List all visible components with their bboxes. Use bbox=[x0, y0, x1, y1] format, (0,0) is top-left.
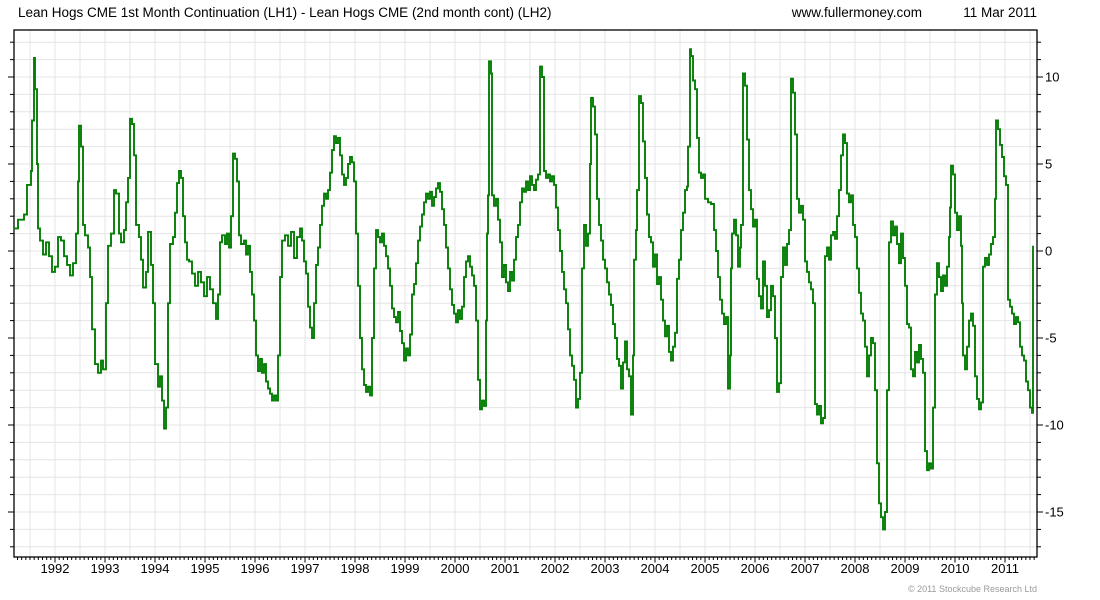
svg-text:2002: 2002 bbox=[541, 561, 570, 576]
svg-text:2008: 2008 bbox=[841, 561, 870, 576]
svg-text:5: 5 bbox=[1045, 157, 1052, 172]
svg-text:2011: 2011 bbox=[991, 561, 1019, 576]
svg-text:2001: 2001 bbox=[491, 561, 520, 576]
x-axis-labels: 1992 1993 1994 1995 1996 1997 1998 1999 2000 2001… bbox=[41, 561, 1019, 576]
svg-text:2009: 2009 bbox=[891, 561, 920, 576]
axis-ticks bbox=[8, 41, 1043, 563]
gridlines bbox=[14, 30, 1037, 557]
plot-border bbox=[13, 29, 1038, 558]
svg-text:1996: 1996 bbox=[241, 561, 270, 576]
svg-text:2004: 2004 bbox=[641, 561, 670, 576]
svg-text:-5: -5 bbox=[1045, 331, 1057, 346]
svg-text:1997: 1997 bbox=[291, 561, 320, 576]
copyright-text: © 2011 Stockcube Research Ltd bbox=[908, 584, 1037, 594]
svg-text:1998: 1998 bbox=[341, 561, 370, 576]
svg-text:2003: 2003 bbox=[591, 561, 620, 576]
svg-text:-15: -15 bbox=[1045, 505, 1064, 520]
spread-line bbox=[14, 48, 1034, 531]
page-title: Lean Hogs CME 1st Month Continuation (LH… bbox=[18, 5, 552, 20]
svg-text:0: 0 bbox=[1045, 244, 1052, 259]
svg-text:2010: 2010 bbox=[941, 561, 970, 576]
svg-text:10: 10 bbox=[1045, 70, 1059, 85]
fullermoney-link: www.fullermoney.com bbox=[791, 5, 922, 20]
svg-text:2006: 2006 bbox=[741, 561, 770, 576]
svg-text:2000: 2000 bbox=[441, 561, 470, 576]
svg-text:1993: 1993 bbox=[91, 561, 120, 576]
svg-text:2005: 2005 bbox=[691, 561, 720, 576]
y-axis-labels: 10 5 0 -5 -10 -15 bbox=[1045, 70, 1064, 520]
chart-date: 11 Mar 2011 bbox=[963, 5, 1037, 20]
svg-text:1994: 1994 bbox=[141, 561, 170, 576]
svg-text:-10: -10 bbox=[1045, 418, 1064, 433]
svg-text:1995: 1995 bbox=[191, 561, 220, 576]
svg-text:1999: 1999 bbox=[391, 561, 420, 576]
svg-text:1992: 1992 bbox=[41, 561, 70, 576]
chart-header: Lean Hogs CME 1st Month Continuation (LH… bbox=[0, 0, 1100, 28]
svg-text:2007: 2007 bbox=[791, 561, 820, 576]
